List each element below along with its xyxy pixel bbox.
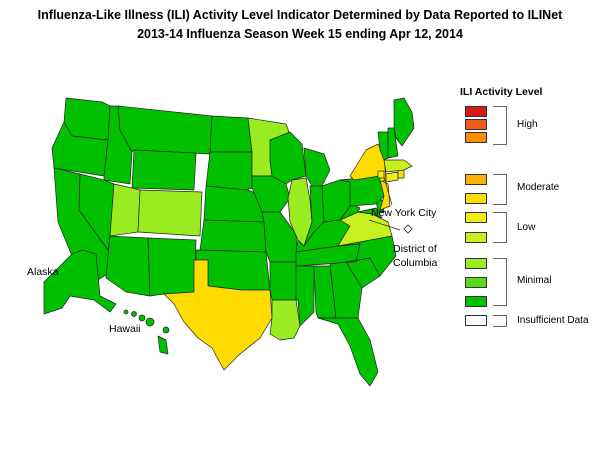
state-ga (329, 261, 363, 319)
state-la (269, 299, 301, 341)
state-wy (131, 149, 197, 191)
dc-label-line1: District of (393, 243, 437, 255)
legend-swatch-level-4 (465, 232, 487, 243)
nyc-marker (377, 170, 393, 206)
state-md (357, 207, 383, 219)
minimal-bracket (493, 258, 507, 306)
legend-swatch-level-9 (465, 119, 487, 130)
state-sd (205, 151, 253, 191)
state-tx (163, 259, 273, 371)
state-nh (387, 127, 399, 159)
legend-swatch-level-10 (465, 106, 487, 117)
high-bracket (493, 106, 507, 145)
state-vt (377, 131, 389, 161)
legend-swatch-level-1 (465, 296, 487, 307)
state-hi-island-4 (162, 326, 170, 334)
state-wv (339, 203, 361, 221)
state-hi-island-3 (123, 309, 129, 315)
legend: ILI Activity Level High Moderate Low Min… (455, 86, 600, 336)
legend-title: ILI Activity Level (460, 86, 543, 98)
legend-swatch-level-0 (465, 315, 487, 326)
state-fl (317, 317, 379, 387)
us-map: New York City District of Columbia Alask… (27, 97, 438, 387)
legend-swatch-level-7 (465, 174, 487, 185)
nyc-label: New York City (371, 207, 437, 219)
state-az (105, 235, 151, 297)
state-hi-island-0 (145, 317, 155, 327)
map-title: Influenza-Like Illness (ILI) Activity Le… (37, 8, 563, 22)
state-ak (43, 249, 117, 315)
dc-marker (368, 219, 413, 234)
state-wi (269, 131, 307, 185)
insufficient-bracket (493, 315, 507, 327)
legend-swatch-level-3 (465, 258, 487, 269)
legend-moderate-label: Moderate (517, 182, 560, 193)
state-me (393, 97, 415, 147)
legend-swatch-level-5 (465, 212, 487, 223)
state-ri (397, 169, 405, 179)
state-nc (337, 235, 397, 277)
state-nm (147, 237, 197, 297)
state-nd (209, 115, 253, 153)
state-ks (199, 219, 267, 253)
low-bracket (493, 212, 507, 243)
state-ar (269, 261, 299, 301)
title-block: Influenza-Like Illness (ILI) Activity Le… (0, 6, 600, 44)
state-ct (385, 171, 399, 183)
legend-minimal-label: Minimal (517, 275, 552, 286)
state-hi (157, 335, 169, 355)
state-ut (109, 183, 141, 237)
legend-swatch-level-2 (465, 277, 487, 288)
legend-insufficient-label: Insufficient Data (517, 315, 589, 326)
legend-swatch-level-6 (465, 193, 487, 204)
state-mi (303, 147, 331, 187)
state-hi-island-1 (138, 314, 146, 322)
state-ma (383, 159, 413, 173)
alaska-label: Alaska (27, 266, 59, 278)
moderate-bracket (493, 174, 507, 205)
legend-swatch-level-8 (465, 132, 487, 143)
hawaii-label: Hawaii (109, 323, 141, 335)
dc-label-line2: Columbia (393, 257, 438, 269)
legend-low-label: Low (517, 222, 536, 233)
state-hi-island-2 (131, 311, 137, 317)
state-shapes (43, 97, 415, 387)
legend-high-label: High (517, 119, 538, 130)
state-co (137, 189, 203, 237)
map-subtitle: 2013-14 Influenza Season Week 15 ending … (137, 27, 463, 41)
state-nj (379, 179, 391, 211)
state-mt (117, 105, 213, 155)
